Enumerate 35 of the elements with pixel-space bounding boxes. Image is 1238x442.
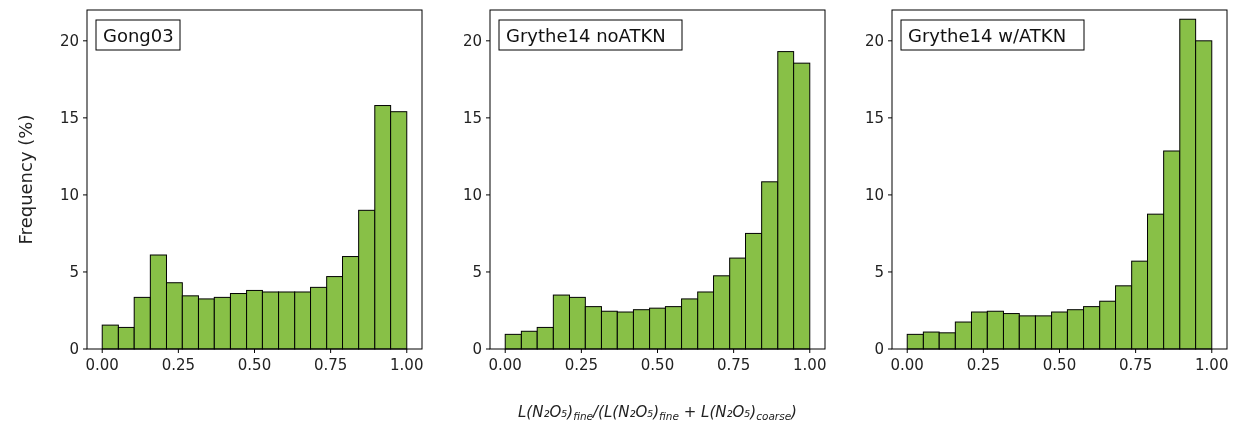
- x-tick-label: 0.75: [716, 356, 751, 374]
- y-tick-label: 15: [462, 108, 482, 127]
- x-tick-label: 0.25: [966, 356, 1001, 374]
- y-tick-label: 20: [864, 31, 884, 50]
- y-tick-label: 10: [59, 185, 79, 204]
- x-tick-label: 0.50: [1042, 356, 1077, 374]
- x-tick-label: 1.00: [1195, 356, 1229, 374]
- x-tick-label: 1.00: [390, 356, 424, 374]
- x-tick-label: 0.00: [85, 356, 119, 374]
- x-tick-label: 1.00: [793, 356, 827, 374]
- y-tick-label: 10: [864, 185, 884, 204]
- y-tick-label: 20: [59, 31, 79, 50]
- x-tick-label: 0.00: [890, 356, 924, 374]
- x-tick-label: 0.75: [313, 356, 348, 374]
- text: Grythe14 w/ATKN: [908, 25, 1067, 46]
- x-tick-label: 0.50: [237, 356, 272, 374]
- y-tick-label: 0: [874, 340, 884, 358]
- y-axis-title: Frequency (%): [15, 114, 36, 245]
- x-axis-title: L(N₂O₅)$_{fine}$/(L(N₂O₅)$_{fine}$ + L(N₂O₅)$_{coarse}$): [518, 403, 797, 423]
- y-tick-label: 15: [59, 108, 79, 127]
- y-tick-label: 5: [472, 262, 482, 281]
- x-tick-label: 0.00: [488, 356, 522, 374]
- x-tick-label: 0.25: [564, 356, 599, 374]
- x-tick-label: 0.25: [161, 356, 196, 374]
- y-tick-label: 5: [874, 262, 884, 281]
- text: Gong03: [103, 25, 174, 46]
- x-tick-label: 0.50: [640, 356, 675, 374]
- y-tick-label: 20: [462, 31, 482, 50]
- text: Grythe14 noATKN: [506, 25, 666, 46]
- y-tick-label: 5: [69, 262, 79, 281]
- y-tick-label: 0: [472, 340, 482, 358]
- y-tick-label: 0: [69, 340, 79, 358]
- x-tick-label: 0.75: [1118, 356, 1153, 374]
- y-tick-label: 15: [864, 108, 884, 127]
- y-tick-label: 10: [462, 185, 482, 204]
